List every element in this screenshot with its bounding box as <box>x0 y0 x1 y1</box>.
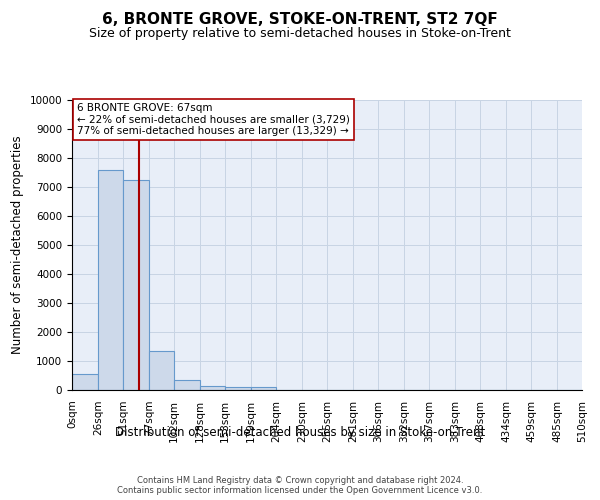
Bar <box>174 380 200 390</box>
Bar <box>200 386 225 390</box>
Text: Size of property relative to semi-detached houses in Stoke-on-Trent: Size of property relative to semi-detach… <box>89 28 511 40</box>
Bar <box>98 170 123 390</box>
Bar <box>123 180 149 390</box>
Bar <box>225 387 251 390</box>
Bar <box>149 351 174 390</box>
Text: 6, BRONTE GROVE, STOKE-ON-TRENT, ST2 7QF: 6, BRONTE GROVE, STOKE-ON-TRENT, ST2 7QF <box>102 12 498 28</box>
Text: 6 BRONTE GROVE: 67sqm
← 22% of semi-detached houses are smaller (3,729)
77% of s: 6 BRONTE GROVE: 67sqm ← 22% of semi-deta… <box>77 103 350 136</box>
Y-axis label: Number of semi-detached properties: Number of semi-detached properties <box>11 136 24 354</box>
Text: Distribution of semi-detached houses by size in Stoke-on-Trent: Distribution of semi-detached houses by … <box>115 426 485 439</box>
Bar <box>251 387 276 390</box>
Bar <box>72 374 98 390</box>
Text: Contains HM Land Registry data © Crown copyright and database right 2024.
Contai: Contains HM Land Registry data © Crown c… <box>118 476 482 495</box>
